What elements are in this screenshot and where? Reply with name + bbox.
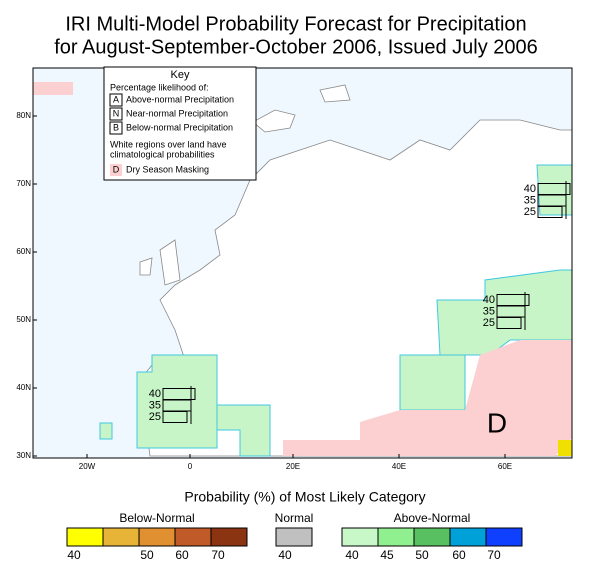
above-normal-region (136, 354, 218, 449)
key-subtitle: Percentage likelihood of: (110, 82, 209, 92)
legend: Probability (%) of Most Likely Category … (66, 489, 523, 562)
legend-swatch (102, 527, 140, 547)
legend-tick-label: 40 (67, 548, 81, 562)
legend-tick-label: 70 (487, 548, 501, 562)
glyph-label: 25 (149, 411, 161, 423)
glyph-label: 35 (149, 399, 161, 411)
lat-label: 30N (16, 451, 31, 460)
legend-swatch (413, 527, 451, 547)
legend-tick-label: 70 (211, 548, 225, 562)
key-item-label: Near-normal Precipitation (126, 108, 228, 118)
key-letter-box (109, 121, 123, 135)
legend-swatch (210, 527, 248, 547)
key-letter: N (113, 108, 120, 118)
lon-label: 60E (498, 462, 512, 471)
lon-label: 20E (286, 462, 300, 471)
key-note: White regions over land have (110, 139, 227, 149)
title-line: for August-September-October 2006, Issue… (54, 36, 538, 58)
legend-swatch (449, 527, 487, 547)
map-frame (32, 67, 573, 459)
legend-groups: Below-Normal 40 50 60 70 Normal 40 Above-Normal… (66, 511, 523, 562)
mask-letter: D (487, 407, 507, 438)
glyph-label: 40 (483, 294, 495, 306)
dry-mask-region (33, 82, 73, 95)
key-letter-box (109, 93, 123, 107)
legend-swatch (138, 527, 176, 547)
dry-mask-region (283, 340, 572, 456)
glyph-label: 25 (524, 206, 536, 218)
key-items: A Above-normal Precipitation N Near-normal … (109, 93, 234, 135)
lon-label: 40E (392, 462, 406, 471)
legend-tick-label: 50 (415, 548, 429, 562)
legend-group-name: Below-Normal (119, 511, 194, 525)
glyph-label: 35 (524, 194, 536, 206)
lat-label: 50N (16, 315, 31, 324)
glyph-box (537, 206, 563, 218)
key-mask-letter: D (113, 164, 120, 174)
legend-title: Probability (%) of Most Likely Category (184, 489, 425, 505)
key-title: Key (171, 69, 190, 81)
above-normal-region (536, 164, 573, 216)
lat-label: 80N (16, 111, 31, 120)
lat-labels: 80N 70N 60N 50N 40N 30N (16, 111, 37, 460)
above-normal-region (399, 354, 466, 411)
lon-labels: 20W 0 20E 40E 60E (79, 454, 512, 471)
key-item-label: Above-normal Precipitation (126, 94, 234, 104)
lat-label: 70N (16, 179, 31, 188)
key-mask-label: Dry Season Masking (126, 164, 209, 174)
key-letter-box (109, 107, 123, 121)
legend-tick-label: 60 (175, 548, 189, 562)
glyph-box (162, 411, 188, 423)
land (139, 84, 351, 286)
below-normal-region (558, 440, 572, 456)
legend-tick-label: 60 (452, 548, 466, 562)
legend-group-name: Normal (275, 511, 314, 525)
legend-tick-label: 50 (140, 548, 154, 562)
legend-group-name: Above-Normal (394, 511, 471, 525)
legend-swatch (377, 527, 415, 547)
lat-label: 60N (16, 247, 31, 256)
title-line: IRI Multi-Model Probability Forecast for… (65, 13, 526, 35)
above-normal-region (99, 422, 113, 440)
key-letter: B (113, 122, 119, 132)
legend-swatch (275, 527, 313, 547)
above-normal-region (216, 404, 271, 457)
legend-swatch (485, 527, 523, 547)
lon-label: 0 (188, 462, 193, 471)
legend-swatch (341, 527, 379, 547)
key-mask-swatch (110, 164, 122, 176)
legend-swatch (66, 527, 104, 547)
glyph-label: 25 (483, 317, 495, 329)
legend-tick-label: 40 (278, 548, 292, 562)
key: Key Percentage likelihood of: A Above-nor… (103, 66, 257, 181)
glyph-label: 40 (524, 183, 536, 195)
key-letter: A (113, 94, 119, 104)
lat-label: 40N (16, 383, 31, 392)
key-item-label: Below-normal Precipitation (126, 122, 233, 132)
glyph-label: 35 (483, 305, 495, 317)
legend-tick-label: 40 (345, 548, 359, 562)
key-box (103, 66, 257, 181)
key-note: climatological probabilities (110, 149, 215, 159)
glyph-label: 40 (149, 388, 161, 400)
legend-swatch (174, 527, 212, 547)
glyph-box (496, 317, 522, 329)
legend-tick-label: 45 (380, 548, 394, 562)
lon-label: 20W (79, 462, 96, 471)
